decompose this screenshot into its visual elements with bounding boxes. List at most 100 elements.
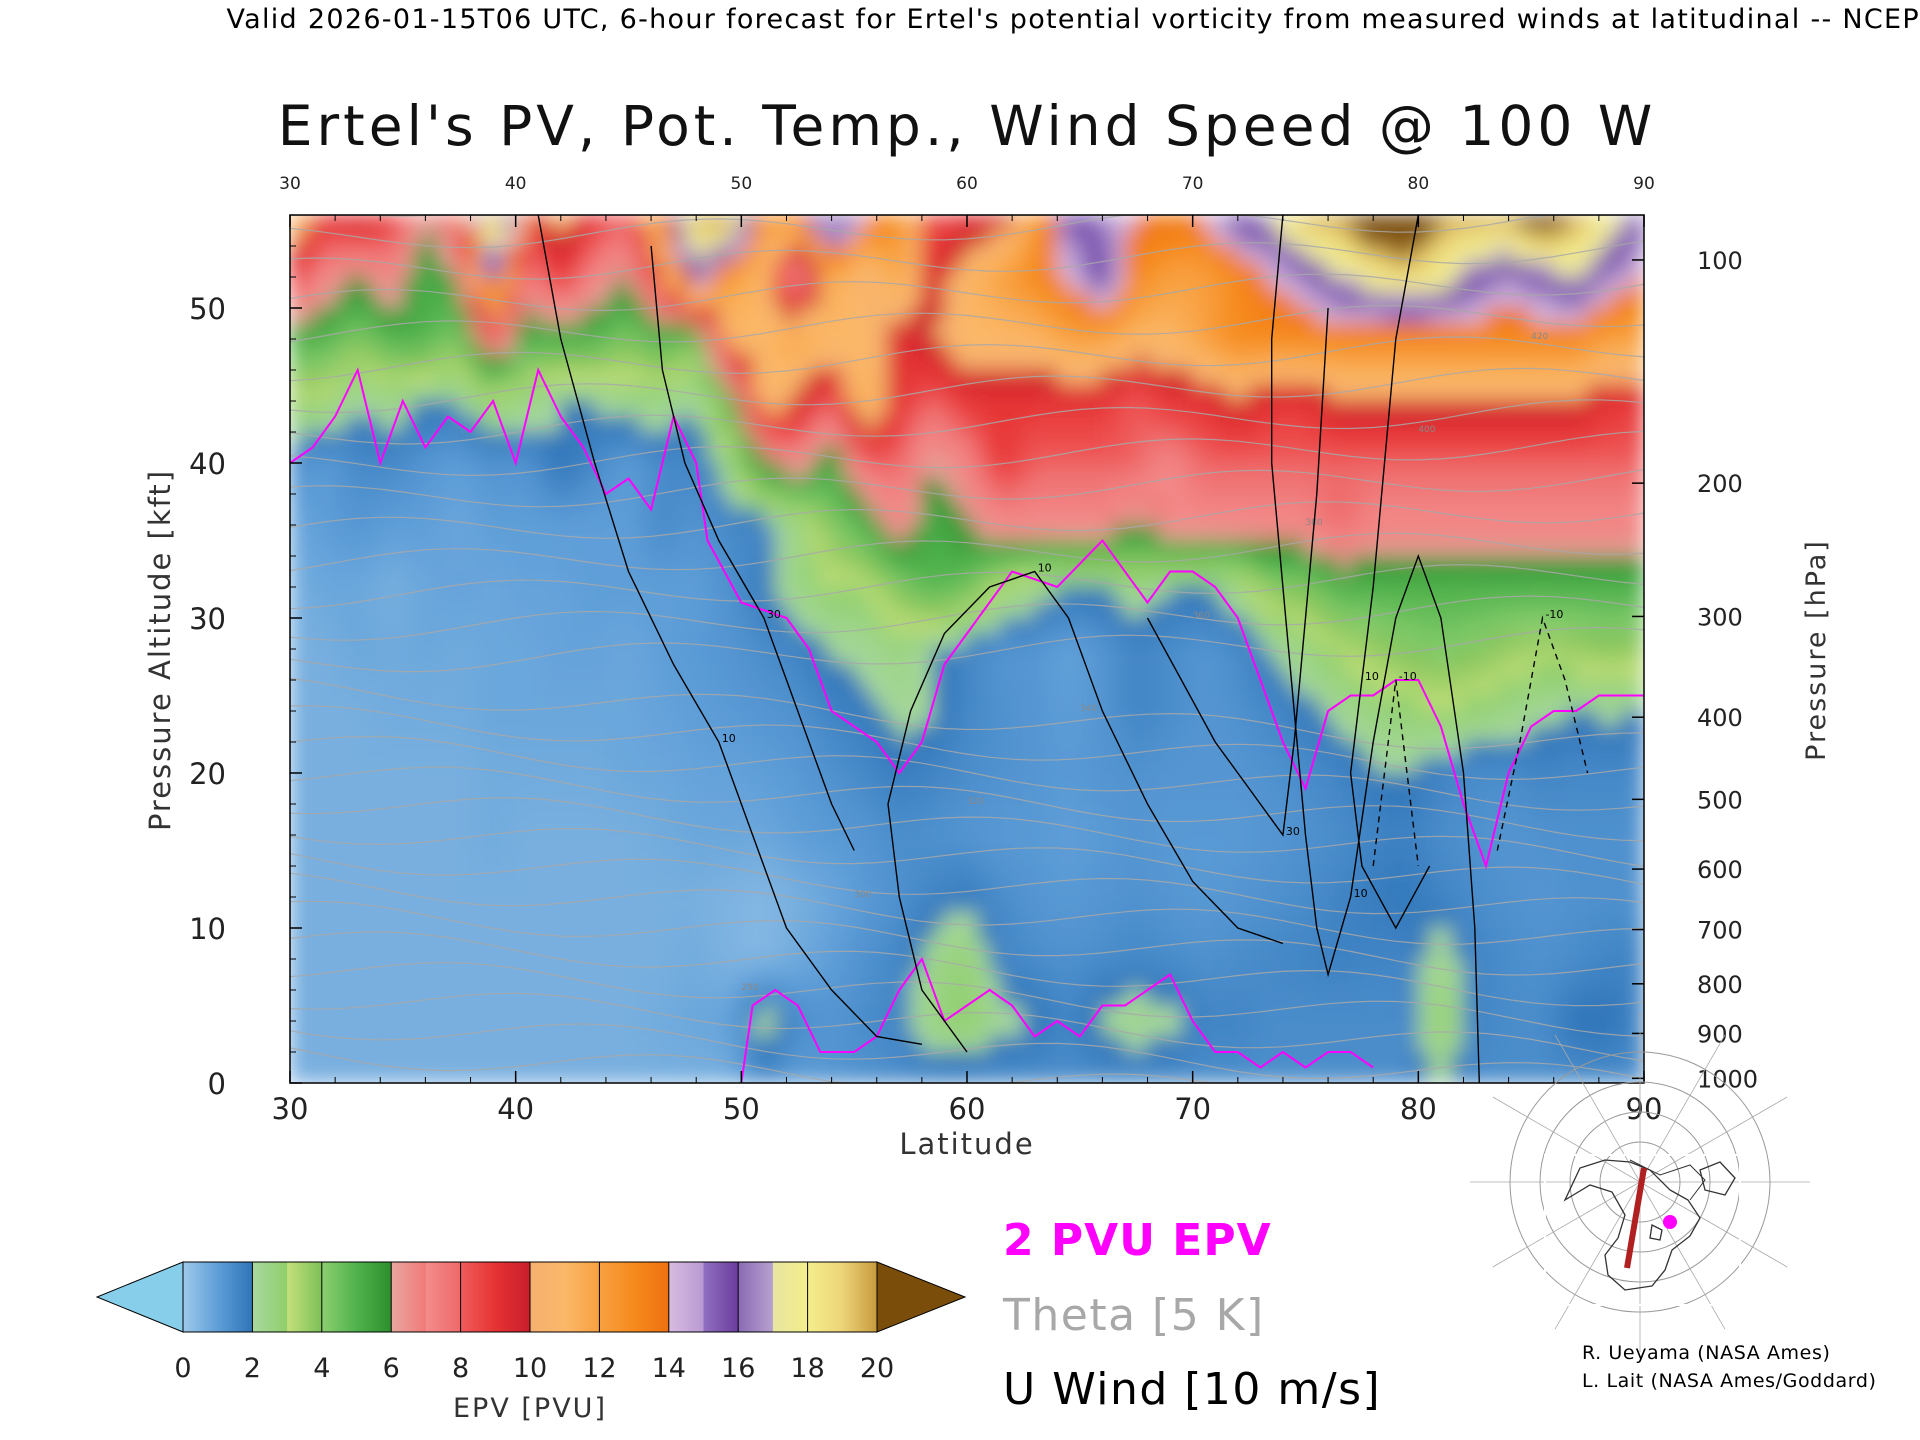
- pv-cell: [424, 292, 438, 309]
- pv-cell: [695, 276, 708, 293]
- pv-cell: [1553, 447, 1566, 464]
- pv-cell: [605, 602, 618, 619]
- pv-cell: [1056, 245, 1070, 262]
- pv-cell: [729, 369, 742, 386]
- pv-cell: [1079, 385, 1092, 402]
- pv-cell: [1259, 447, 1273, 464]
- pv-cell: [1259, 571, 1273, 588]
- pv-cell: [1000, 323, 1013, 340]
- pv-cell: [345, 245, 359, 262]
- pv-cell: [526, 354, 539, 371]
- pv-cell: [876, 788, 889, 805]
- pv-cell: [549, 292, 562, 309]
- pv-cell: [1474, 323, 1487, 340]
- pv-cell: [932, 571, 945, 588]
- pv-cell: [650, 323, 663, 340]
- pv-cell: [706, 741, 720, 758]
- pv-cell: [1530, 633, 1543, 650]
- pv-cell: [1417, 788, 1431, 805]
- pv-cell: [943, 478, 957, 495]
- pv-cell: [977, 276, 991, 293]
- pv-cell: [1045, 338, 1058, 355]
- pv-cell: [436, 354, 449, 371]
- pv-cell: [1575, 788, 1589, 805]
- pv-cell: [785, 850, 799, 867]
- pv-cell: [1361, 695, 1374, 712]
- pv-cell: [312, 307, 325, 324]
- pv-cell: [526, 741, 539, 758]
- pv-cell: [526, 431, 539, 448]
- pv-cell: [1316, 741, 1329, 758]
- pv-cell: [1485, 400, 1498, 417]
- pv-cell: [1034, 478, 1047, 495]
- pv-cell: [1575, 726, 1589, 743]
- pv-cell: [1519, 571, 1532, 588]
- pv-cell: [1034, 416, 1047, 433]
- pv-cell: [470, 803, 483, 820]
- pv-cell: [1090, 834, 1103, 851]
- pv-cell: [571, 261, 584, 278]
- pv-cell: [1508, 726, 1521, 743]
- pv-cell: [955, 819, 968, 836]
- pv-cell: [1609, 524, 1622, 541]
- pv-cell: [1372, 648, 1385, 665]
- pv-cell: [1406, 803, 1419, 820]
- pv-cell: [1372, 741, 1385, 758]
- pv-cell: [290, 431, 302, 448]
- pv-cell: [706, 431, 720, 448]
- pv-cell: [1327, 416, 1340, 433]
- pv-cell: [1226, 230, 1239, 247]
- pv-cell: [729, 648, 742, 665]
- pv-cell: [1135, 431, 1149, 448]
- pv-cell: [549, 664, 562, 681]
- pv-cell: [943, 602, 957, 619]
- pv-cell: [853, 462, 866, 479]
- pv-cell: [1158, 215, 1171, 231]
- pv-cell: [1147, 385, 1160, 402]
- pv-cell: [594, 215, 607, 231]
- pv-cell: [943, 416, 957, 433]
- pv-cell: [323, 276, 336, 293]
- pv-cell: [616, 385, 629, 402]
- pv-cell: [1519, 602, 1532, 619]
- pv-cell: [864, 292, 878, 309]
- pv-cell: [943, 788, 957, 805]
- pv-cell: [864, 276, 878, 293]
- pv-cell: [1541, 354, 1555, 371]
- pv-cell: [1485, 478, 1498, 495]
- pv-cell: [391, 757, 404, 774]
- pv-cell: [785, 633, 799, 650]
- pv-cell: [1305, 695, 1318, 712]
- pv-cell: [989, 695, 1002, 712]
- pv-cell: [594, 664, 607, 681]
- pv-cell: [402, 215, 415, 231]
- pv-cell: [729, 710, 742, 727]
- pv-cell: [334, 679, 347, 696]
- pv-cell: [503, 633, 517, 650]
- pv-cell: [560, 524, 573, 541]
- pv-cell: [876, 323, 889, 340]
- pv-cell: [684, 664, 697, 681]
- pv-cell: [628, 617, 641, 634]
- pv-cell: [616, 679, 629, 696]
- pv-cell: [921, 245, 934, 262]
- pv-cell: [819, 447, 833, 464]
- pv-cell: [1147, 369, 1160, 386]
- pv-cell: [526, 633, 539, 650]
- pv-cell: [966, 509, 979, 526]
- pv-cell: [887, 695, 900, 712]
- pv-cell: [1451, 462, 1464, 479]
- pv-cell: [819, 834, 833, 851]
- pv-cell: [1147, 648, 1160, 665]
- pv-cell: [1361, 307, 1374, 324]
- pv-cell: [300, 695, 314, 712]
- pv-cell: [1011, 664, 1024, 681]
- pv-cell: [413, 400, 426, 417]
- pv-cell: [1090, 447, 1103, 464]
- pv-cell: [458, 447, 472, 464]
- pv-cell: [819, 803, 833, 820]
- pv-cell: [1553, 602, 1566, 619]
- pv-cell: [290, 369, 302, 386]
- pv-cell: [515, 710, 528, 727]
- pv-cell: [357, 803, 370, 820]
